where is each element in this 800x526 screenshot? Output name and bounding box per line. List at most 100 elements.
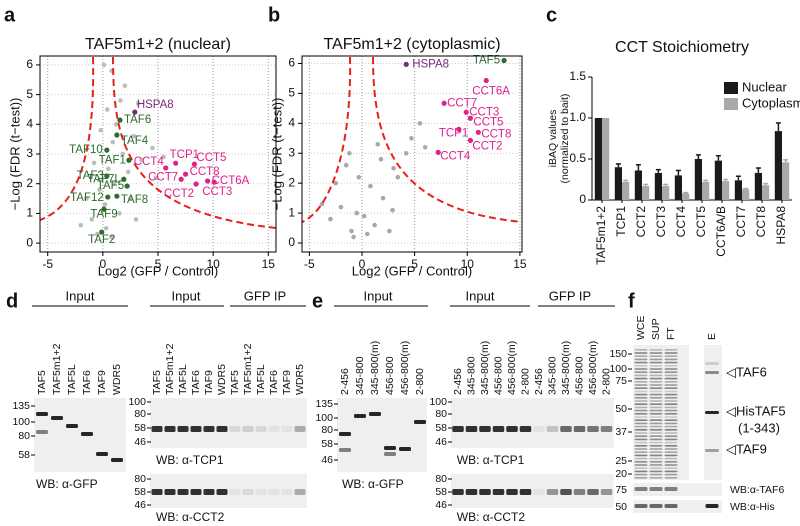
band <box>216 426 228 432</box>
point <box>361 213 367 219</box>
band <box>634 397 648 399</box>
point <box>328 216 333 222</box>
point-label: CCT2 <box>164 188 194 200</box>
band <box>664 445 678 447</box>
band <box>66 424 78 428</box>
lane-label: 345-800(m) <box>479 341 491 395</box>
point <box>161 154 166 160</box>
probe-label: WB:α-TAF6 <box>730 484 784 496</box>
band <box>664 438 678 441</box>
panel-label: a <box>4 4 16 26</box>
mw-marker: 100 <box>315 412 333 424</box>
threshold-curve <box>39 56 95 221</box>
band <box>465 426 478 432</box>
band <box>634 358 648 361</box>
point-label: TCP1 <box>439 127 468 139</box>
point <box>356 174 362 180</box>
band <box>634 416 648 418</box>
highlight-point <box>105 194 111 200</box>
band <box>294 489 306 495</box>
band <box>649 374 663 377</box>
panel-label: b <box>268 4 280 26</box>
band <box>634 425 648 428</box>
band <box>664 387 678 389</box>
legend-label: Nuclear <box>742 79 787 94</box>
band <box>705 449 719 452</box>
panel-label: d <box>6 290 18 312</box>
band <box>634 368 648 370</box>
lane-label: 456-800 <box>573 356 585 395</box>
point <box>89 217 95 222</box>
band <box>649 406 663 409</box>
band <box>664 413 678 415</box>
band <box>664 393 678 396</box>
highlight-point <box>99 229 105 235</box>
band <box>634 390 648 393</box>
lane-label: TAF5 <box>151 370 163 395</box>
point-label: CCT8 <box>190 166 220 178</box>
band <box>649 448 663 450</box>
mw-marker: 150 <box>609 348 627 360</box>
point-label: CCT7 <box>148 171 178 183</box>
band <box>664 352 678 354</box>
blot <box>34 398 126 472</box>
band <box>649 355 663 357</box>
lane-label: WCE <box>635 316 647 341</box>
threshold-curve <box>301 56 352 223</box>
bar <box>714 160 722 200</box>
panel-label: e <box>312 290 323 312</box>
point <box>372 222 377 228</box>
band <box>339 432 351 436</box>
point <box>390 207 395 213</box>
point-label: CCT2 <box>472 140 502 152</box>
band <box>649 413 663 415</box>
band <box>560 426 572 432</box>
highlight-point <box>121 176 127 182</box>
band <box>649 387 663 389</box>
band <box>649 438 663 441</box>
band <box>281 489 293 495</box>
band <box>242 426 254 432</box>
band <box>649 425 663 428</box>
highlight-point <box>483 77 489 84</box>
band <box>36 412 48 416</box>
bar <box>594 118 602 200</box>
point <box>104 107 110 112</box>
plot-frame <box>39 55 277 253</box>
probe-label: WB: α-CCT2 <box>457 510 526 524</box>
probe-label: WB:α-His <box>730 501 775 513</box>
band <box>634 451 648 453</box>
mw-marker: 100 <box>609 363 627 375</box>
band <box>649 416 663 418</box>
x-tick-label: 15 <box>262 257 276 271</box>
point-label: TAF3 <box>77 170 104 182</box>
point <box>117 211 122 216</box>
group-header: Input <box>364 288 393 303</box>
mw-marker: 46 <box>134 436 146 448</box>
band <box>664 397 678 399</box>
lane-label: TAF5 <box>229 370 241 395</box>
band <box>664 467 678 469</box>
point-label: TCP1 <box>170 149 199 161</box>
mw-marker: 58 <box>134 486 146 498</box>
threshold-curve <box>112 56 277 229</box>
x-tick-label: 10 <box>461 257 475 271</box>
band <box>255 426 267 432</box>
point-label: TAF5 <box>97 180 124 192</box>
panel-label: f <box>628 290 635 312</box>
y-tick-label: 0.5 <box>569 151 586 165</box>
highlight-point <box>178 176 184 182</box>
band <box>384 452 396 456</box>
lane-label: 345-800 <box>465 356 477 395</box>
band <box>600 426 613 432</box>
band <box>664 406 678 409</box>
blot <box>150 474 307 508</box>
highlight-point <box>117 117 123 123</box>
bar <box>774 131 782 200</box>
lane-label: 345-800(m) <box>560 341 572 395</box>
bar <box>782 162 790 200</box>
band <box>519 489 532 495</box>
lane-label: TAF5L <box>255 364 267 395</box>
band <box>664 384 678 386</box>
